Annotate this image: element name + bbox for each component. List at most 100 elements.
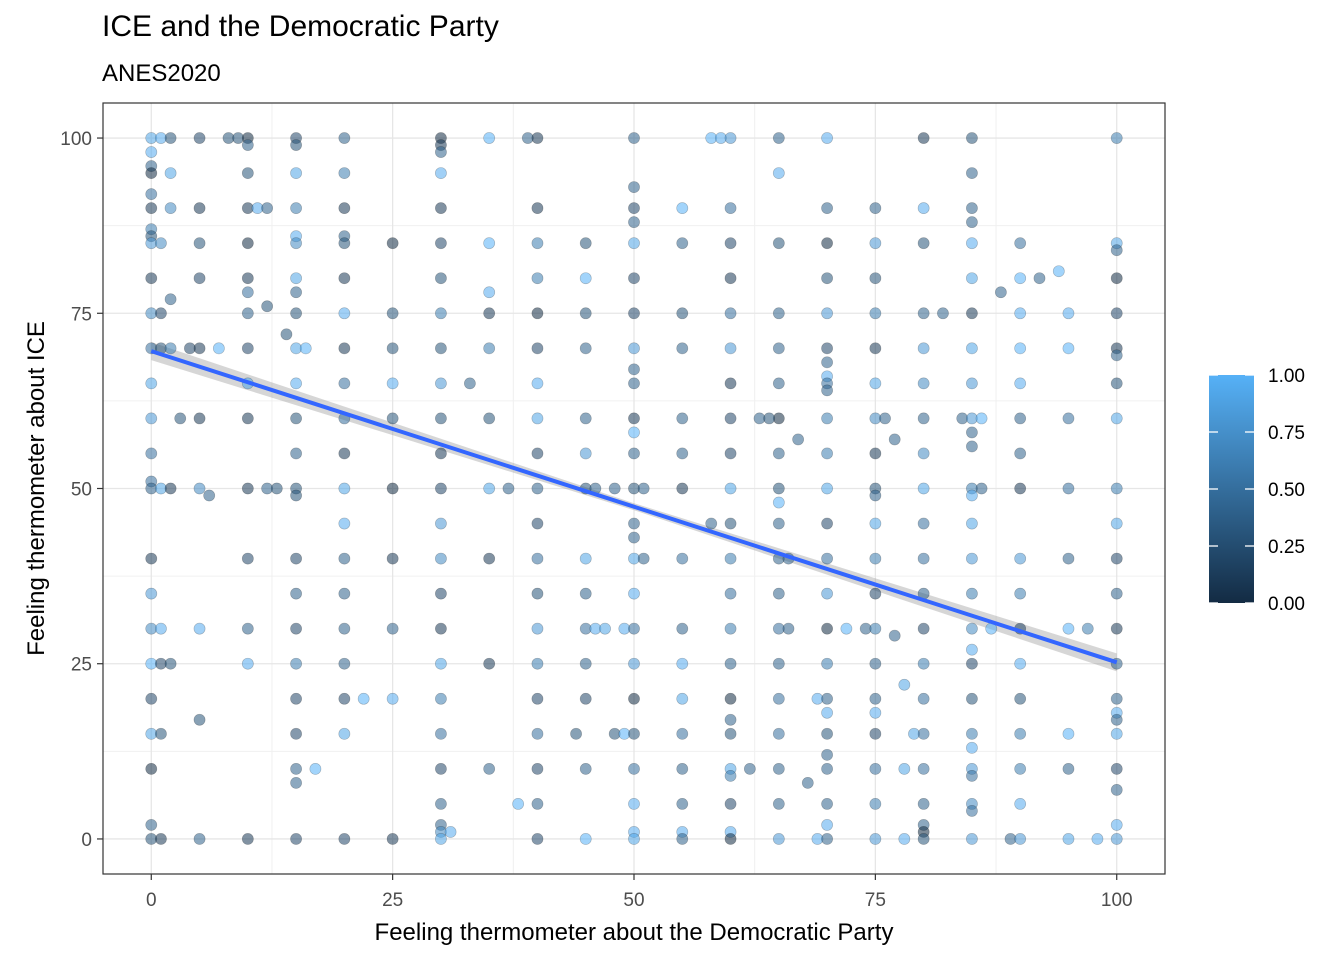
data-point	[531, 798, 544, 810]
data-point	[290, 587, 302, 600]
data-point	[1110, 244, 1123, 257]
chart-subtitle: ANES2020	[102, 60, 221, 87]
data-point	[801, 776, 814, 789]
data-point	[772, 657, 785, 670]
data-point	[512, 798, 525, 810]
data-point	[1062, 727, 1075, 740]
data-point	[435, 727, 447, 740]
colorbar-tick-label: 0.50	[1268, 480, 1305, 501]
data-point	[193, 202, 206, 215]
data-point	[145, 146, 158, 158]
data-point	[1062, 552, 1075, 565]
data-point	[1014, 342, 1027, 355]
data-point	[772, 342, 785, 355]
data-point	[1110, 833, 1123, 845]
data-point	[821, 819, 833, 831]
data-point	[917, 482, 930, 495]
data-point	[164, 482, 177, 495]
data-point	[386, 482, 399, 495]
data-point	[628, 342, 640, 355]
data-point	[290, 202, 302, 215]
data-point	[772, 587, 785, 600]
data-point	[164, 657, 177, 670]
data-point	[966, 377, 978, 390]
data-point	[628, 132, 640, 144]
data-point	[676, 342, 689, 355]
data-point	[338, 167, 351, 179]
data-point	[502, 482, 515, 495]
data-point	[821, 482, 833, 495]
data-point	[628, 587, 640, 600]
data-point	[724, 769, 737, 782]
data-point	[917, 762, 930, 775]
data-point	[290, 237, 302, 250]
x-axis-label: Feeling thermometer about the Democratic…	[375, 919, 894, 946]
data-point	[772, 833, 785, 845]
data-point	[966, 237, 978, 250]
data-point	[435, 587, 447, 600]
data-point	[531, 833, 544, 845]
data-point	[261, 300, 274, 313]
data-point	[840, 622, 853, 635]
data-point	[531, 377, 544, 390]
data-point	[483, 342, 496, 355]
data-point	[724, 727, 737, 740]
data-point	[155, 727, 167, 740]
data-point	[579, 307, 592, 320]
data-point	[483, 237, 496, 250]
colorbar-tick-label: 0.75	[1268, 423, 1305, 444]
data-point	[724, 412, 737, 425]
data-point	[579, 412, 592, 425]
data-point	[531, 587, 544, 600]
data-point	[869, 272, 882, 285]
data-point	[386, 552, 399, 565]
data-point	[821, 237, 833, 250]
data-point	[724, 798, 737, 810]
data-point	[676, 307, 689, 320]
data-point	[628, 272, 640, 285]
data-point	[772, 517, 785, 530]
data-point	[821, 447, 833, 460]
data-point	[917, 132, 930, 144]
data-point	[628, 377, 640, 390]
data-point	[975, 482, 988, 495]
data-point	[531, 552, 544, 565]
data-point	[821, 657, 833, 670]
data-point	[155, 622, 167, 635]
data-point	[676, 237, 689, 250]
data-point	[772, 447, 785, 460]
data-point	[1062, 762, 1075, 775]
data-point	[628, 447, 640, 460]
data-point	[628, 202, 640, 215]
data-point	[531, 657, 544, 670]
data-point	[966, 216, 978, 229]
data-point	[1014, 377, 1027, 390]
data-point	[290, 622, 302, 635]
data-point	[290, 657, 302, 670]
data-point	[145, 377, 158, 390]
data-point	[724, 342, 737, 355]
data-point	[628, 363, 640, 376]
data-point	[917, 552, 930, 565]
data-point	[917, 798, 930, 810]
data-point	[241, 833, 254, 845]
data-point	[724, 272, 737, 285]
data-point	[1014, 727, 1027, 740]
data-point	[338, 517, 351, 530]
data-point	[338, 657, 351, 670]
data-point	[724, 202, 737, 215]
data-point	[821, 692, 833, 705]
data-point	[338, 692, 351, 705]
data-point	[1062, 833, 1075, 845]
data-point	[386, 692, 399, 705]
data-point	[531, 342, 544, 355]
data-point	[290, 692, 302, 705]
data-point	[724, 132, 737, 144]
data-point	[869, 237, 882, 250]
chart-title: ICE and the Democratic Party	[102, 10, 499, 43]
data-point	[869, 342, 882, 355]
data-point	[241, 286, 254, 299]
data-point	[531, 132, 544, 144]
data-point	[483, 132, 496, 144]
data-point	[579, 657, 592, 670]
